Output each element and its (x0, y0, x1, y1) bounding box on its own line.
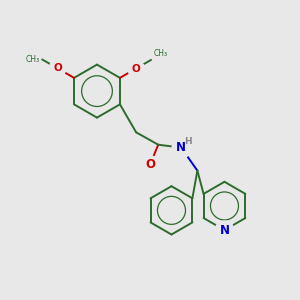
Text: H: H (184, 137, 191, 146)
Text: N: N (176, 141, 186, 154)
Text: O: O (145, 158, 155, 171)
Text: CH₃: CH₃ (153, 49, 167, 58)
Text: CH₃: CH₃ (26, 55, 40, 64)
Text: O: O (53, 63, 62, 73)
Text: N: N (220, 224, 230, 237)
Text: O: O (131, 64, 140, 74)
